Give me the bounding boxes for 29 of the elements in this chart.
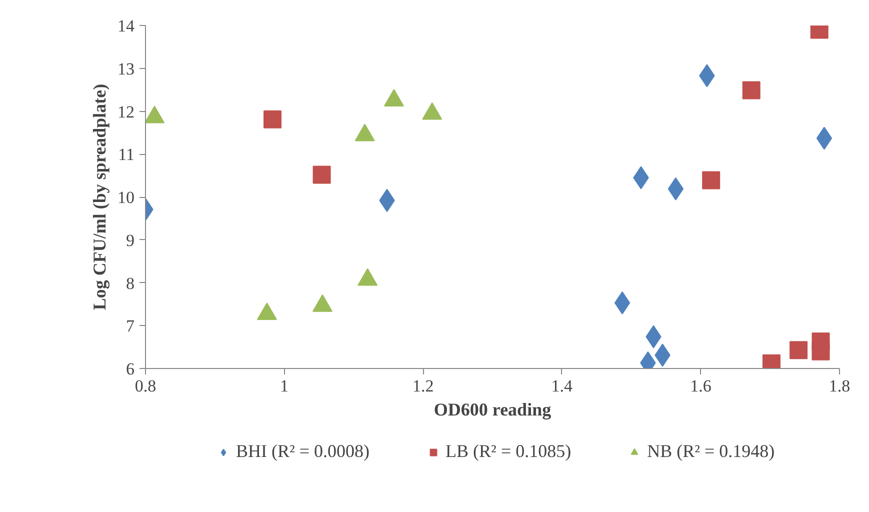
point [668,177,684,200]
x-tick-label: 1.2 [412,376,434,396]
legend-label: LB (R² = 0.1085) [446,441,572,462]
legend-label: NB (R² = 0.1948) [647,441,775,462]
point [702,171,720,190]
x-tick-label: 1.6 [690,376,712,396]
y-axis-title: Log CFU/ml (by spreadplate) [90,84,110,310]
y-tick-label: 8 [126,274,134,293]
x-tick-label: 0.8 [134,376,156,396]
point [812,342,830,360]
y-tick-label: 9 [126,230,134,250]
x-axis-title: OD600 reading [434,400,552,420]
y-tick-label: 6 [126,360,134,378]
y-tick-label: 12 [118,102,134,122]
point [790,341,808,360]
x-tick-label: 1 [280,376,289,396]
y-tick-label: 14 [118,16,135,36]
x-tick-label: 1.4 [551,376,574,396]
point [312,166,331,184]
point [614,291,630,314]
y-tick-label: 11 [118,145,135,164]
x-tick-label: 1.8 [828,376,850,396]
point [816,126,832,150]
legend-label: BHI (R² = 0.0008) [236,441,370,462]
y-tick-label: 7 [126,316,135,336]
point [742,81,760,100]
point [264,110,282,128]
y-tick-label: 10 [118,188,134,207]
y-tick-label: 13 [118,59,134,78]
